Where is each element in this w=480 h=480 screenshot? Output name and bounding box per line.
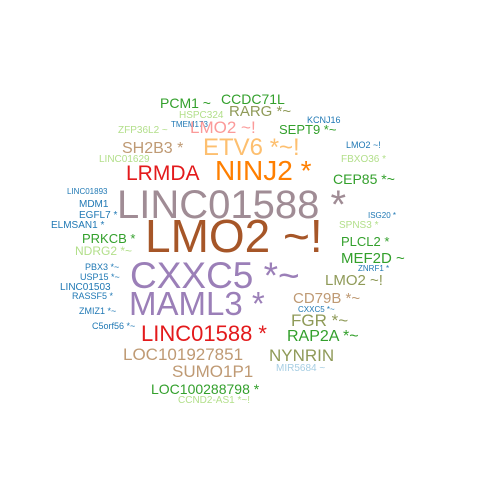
- word: KCNJ16: [307, 115, 341, 125]
- word: MAML3 *: [129, 285, 265, 322]
- word: CEP85 *~: [333, 171, 395, 187]
- word: CXXC5 *~: [130, 255, 300, 296]
- word: CCDC71L: [221, 91, 285, 107]
- word: MEF2D ~: [341, 250, 405, 267]
- word: PRKCB *: [82, 231, 136, 246]
- word: PCM1 ~: [160, 95, 211, 111]
- word: C5orf56 *~: [92, 321, 136, 331]
- word: NINJ2 *: [215, 155, 312, 186]
- word: ELMSAN1 *: [51, 220, 105, 231]
- word: LINC01588 *: [117, 183, 347, 227]
- word: LINC01503: [60, 282, 111, 293]
- word: ZFP36L2 ~: [118, 125, 168, 136]
- word: ZMIZ1 *~: [79, 306, 117, 316]
- word: LOC100288798 *: [151, 381, 260, 397]
- word: LOC101927851: [123, 345, 244, 364]
- word: CD79B *~: [293, 290, 361, 307]
- word: EGFL7 *: [79, 210, 118, 221]
- word: ISG20 *: [368, 211, 397, 220]
- word: NYNRIN: [269, 346, 335, 365]
- word: LINC01893: [67, 187, 108, 196]
- word: ETV6 *~!: [203, 134, 300, 161]
- word: LMO2 ~!: [190, 118, 256, 137]
- word: HSPC324: [179, 110, 224, 121]
- word: RASSF5 *: [72, 291, 114, 301]
- word: LMO2 ~!: [346, 140, 381, 150]
- word: TMEM173: [171, 120, 208, 129]
- word: CXXC5 *~: [298, 305, 335, 314]
- word: MIR5684 ~: [276, 363, 326, 374]
- word: NDRG2 *~: [75, 244, 133, 258]
- word: CCND2-AS1 *~!: [178, 395, 250, 406]
- word: SUMO1P1: [172, 362, 254, 381]
- word: LMO2 ~!: [325, 272, 383, 289]
- word: LINC01588 *: [141, 321, 267, 346]
- word: PLCL2 *: [341, 234, 390, 249]
- word: FGR *~: [291, 311, 349, 330]
- word: RAP2A *~: [287, 328, 359, 345]
- word: LMO2 ~!: [145, 210, 323, 262]
- word: SPNS3 *: [339, 220, 379, 231]
- word: ZNRF1 *: [358, 264, 390, 273]
- word: PBX3 *~: [85, 262, 120, 272]
- word: LRMDA: [126, 162, 200, 185]
- word: FBXO36 *: [341, 154, 387, 165]
- word: USP15 *~: [80, 272, 120, 282]
- word: SEPT9 *~: [279, 122, 337, 137]
- word: RARG *~: [229, 103, 292, 120]
- word: LINC01629: [99, 154, 150, 165]
- word: SH2B3 *: [122, 140, 184, 157]
- word: MDM1: [79, 199, 109, 210]
